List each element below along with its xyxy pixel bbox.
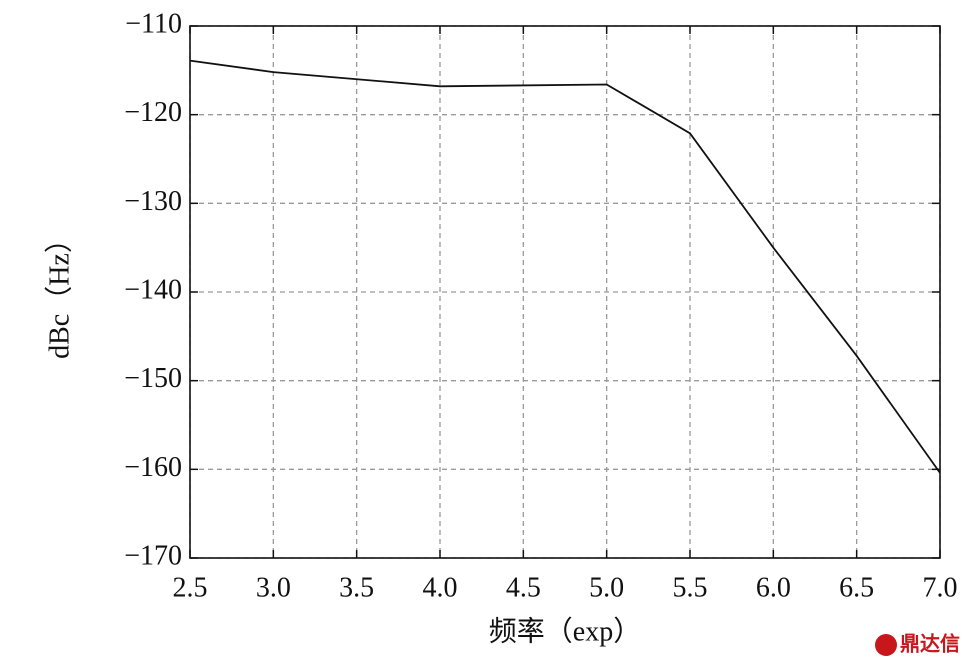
x-axis-label: 频率（exp） [489, 615, 641, 647]
x-tick-label: 3.0 [256, 572, 291, 603]
y-tick-label: −130 [124, 186, 182, 217]
x-tick-label: 5.0 [589, 572, 624, 603]
plot-frame [189, 25, 941, 559]
watermark: 鼎达信 [900, 632, 960, 656]
x-tick-label: 6.0 [756, 572, 791, 603]
y-tick-label: −120 [124, 97, 182, 128]
x-tick-label: 7.0 [923, 572, 958, 603]
y-tick-label: −110 [125, 8, 182, 39]
y-axis-label: dBc（Hz） [43, 225, 75, 359]
y-tick-label: −150 [124, 363, 182, 394]
data-line [189, 59, 941, 474]
x-tick-label: 2.5 [173, 572, 208, 603]
x-tick-label: 5.5 [673, 572, 708, 603]
y-tick-label: −170 [124, 540, 182, 571]
y-tick-label: −140 [124, 274, 182, 305]
y-tick-label: −160 [124, 452, 182, 483]
x-tick-label: 6.5 [839, 572, 874, 603]
x-tick-label: 3.5 [339, 572, 374, 603]
watermark-icon [875, 634, 897, 656]
x-tick-label: 4.0 [423, 572, 458, 603]
x-tick-label: 4.5 [506, 572, 541, 603]
